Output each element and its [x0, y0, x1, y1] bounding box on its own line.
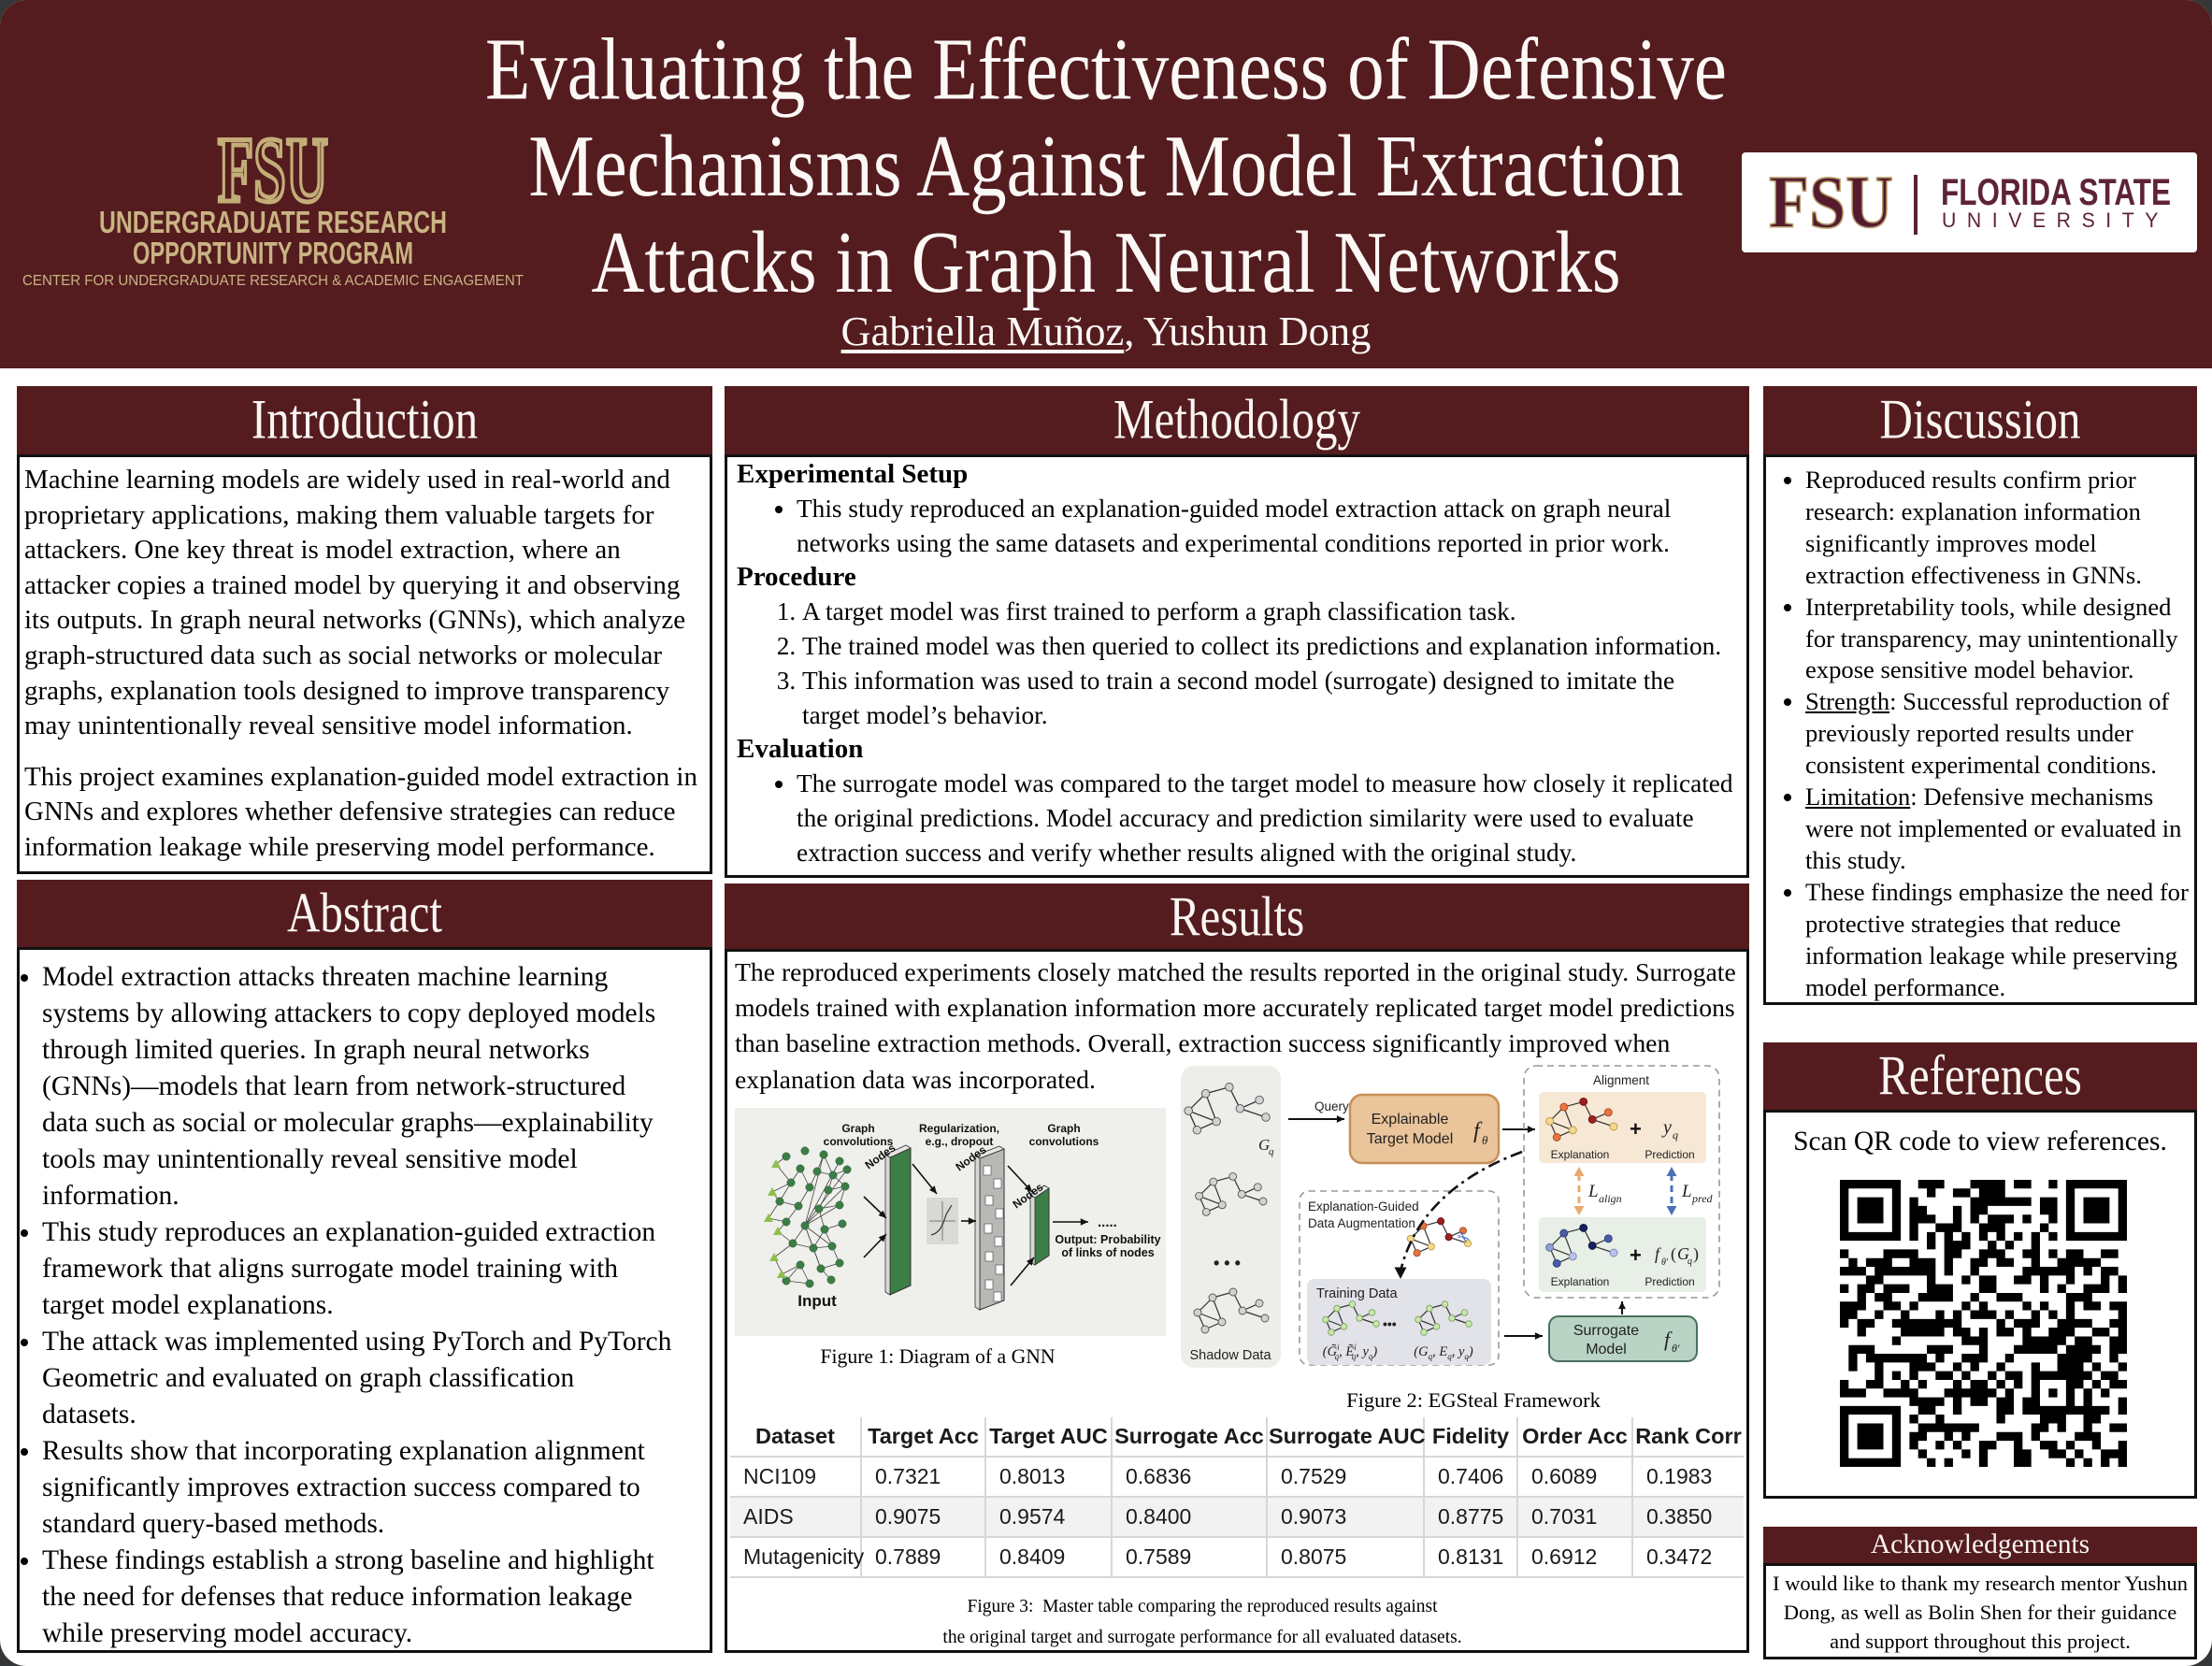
- svg-text:FSU: FSU: [1769, 162, 1893, 244]
- svg-text:e.g., dropout: e.g., dropout: [926, 1135, 994, 1148]
- svg-text:Surrogate: Surrogate: [1573, 1323, 1639, 1339]
- svg-text:+: +: [1630, 1243, 1642, 1267]
- svg-text:q: q: [1269, 1146, 1274, 1157]
- svg-text:UNDERGRADUATE RESEARCH: UNDERGRADUATE RESEARCH: [99, 205, 447, 239]
- svg-text:align: align: [1599, 1192, 1622, 1205]
- svg-text:f: f: [1473, 1119, 1483, 1143]
- svg-text:FLORIDA STATE: FLORIDA STATE: [1941, 172, 2171, 213]
- svg-text:FSU: FSU: [218, 128, 328, 222]
- svg-text:f: f: [1655, 1244, 1662, 1263]
- svg-text:L: L: [1587, 1182, 1599, 1201]
- svg-text:G: G: [1258, 1136, 1270, 1154]
- svg-text:CENTER FOR UNDERGRADUATE RESEA: CENTER FOR UNDERGRADUATE RESEARCH & ACAD…: [22, 273, 524, 289]
- svg-text:Output: Probability: Output: Probability: [1055, 1233, 1160, 1246]
- svg-text:convolutions: convolutions: [824, 1135, 894, 1148]
- svg-text:Target Model: Target Model: [1367, 1131, 1454, 1147]
- svg-text:Input: Input: [797, 1292, 837, 1310]
- svg-text:G: G: [1677, 1244, 1689, 1263]
- svg-text:θ: θ: [1482, 1133, 1488, 1147]
- svg-text:Graph: Graph: [841, 1122, 874, 1135]
- svg-text:convolutions: convolutions: [1029, 1135, 1099, 1148]
- svg-text:(Gq, Eq, yq): (Gq, Eq, yq): [1414, 1344, 1473, 1361]
- svg-text:): ): [1693, 1244, 1699, 1264]
- svg-text:θ′: θ′: [1661, 1257, 1669, 1268]
- svg-text:+: +: [1630, 1117, 1642, 1141]
- svg-text:θ′: θ′: [1672, 1342, 1680, 1355]
- svg-text:q: q: [1673, 1128, 1678, 1142]
- svg-text:q: q: [1688, 1257, 1692, 1267]
- svg-text:• • •: • • •: [1214, 1254, 1241, 1272]
- svg-text:pred: pred: [1691, 1192, 1714, 1205]
- svg-text:.....: .....: [1098, 1214, 1117, 1230]
- svg-text:Explanation: Explanation: [1551, 1148, 1610, 1161]
- svg-text:UNIVERSITY: UNIVERSITY: [1942, 208, 2169, 232]
- svg-text:Graph: Graph: [1047, 1122, 1080, 1135]
- svg-text:Model: Model: [1586, 1342, 1627, 1357]
- svg-text:•••: •••: [1383, 1316, 1397, 1331]
- svg-text:Prediction: Prediction: [1645, 1148, 1694, 1161]
- svg-text:of links of nodes: of links of nodes: [1061, 1246, 1154, 1259]
- svg-text:Regularization,: Regularization,: [919, 1122, 999, 1135]
- svg-text:y: y: [1661, 1117, 1672, 1138]
- svg-text:f: f: [1664, 1328, 1673, 1351]
- svg-text:OPPORTUNITY PROGRAM: OPPORTUNITY PROGRAM: [133, 236, 413, 270]
- svg-text:Shadow Data: Shadow Data: [1189, 1348, 1271, 1363]
- svg-text:Explanation: Explanation: [1551, 1275, 1610, 1288]
- svg-text:Alignment: Alignment: [1593, 1073, 1649, 1087]
- svg-text:Training Data: Training Data: [1316, 1286, 1398, 1301]
- svg-text:Prediction: Prediction: [1645, 1275, 1694, 1288]
- svg-text:(G̃iq, Ẽiq, yq): (G̃i q, Ẽi q, yq): [1323, 1343, 1378, 1361]
- svg-text:Query: Query: [1314, 1099, 1349, 1113]
- svg-text:L: L: [1681, 1182, 1692, 1201]
- svg-text:Explanation-Guided: Explanation-Guided: [1308, 1199, 1419, 1214]
- svg-text:Data Augmentation: Data Augmentation: [1308, 1216, 1415, 1230]
- svg-text:(: (: [1671, 1244, 1676, 1264]
- svg-text:Explainable: Explainable: [1372, 1112, 1449, 1127]
